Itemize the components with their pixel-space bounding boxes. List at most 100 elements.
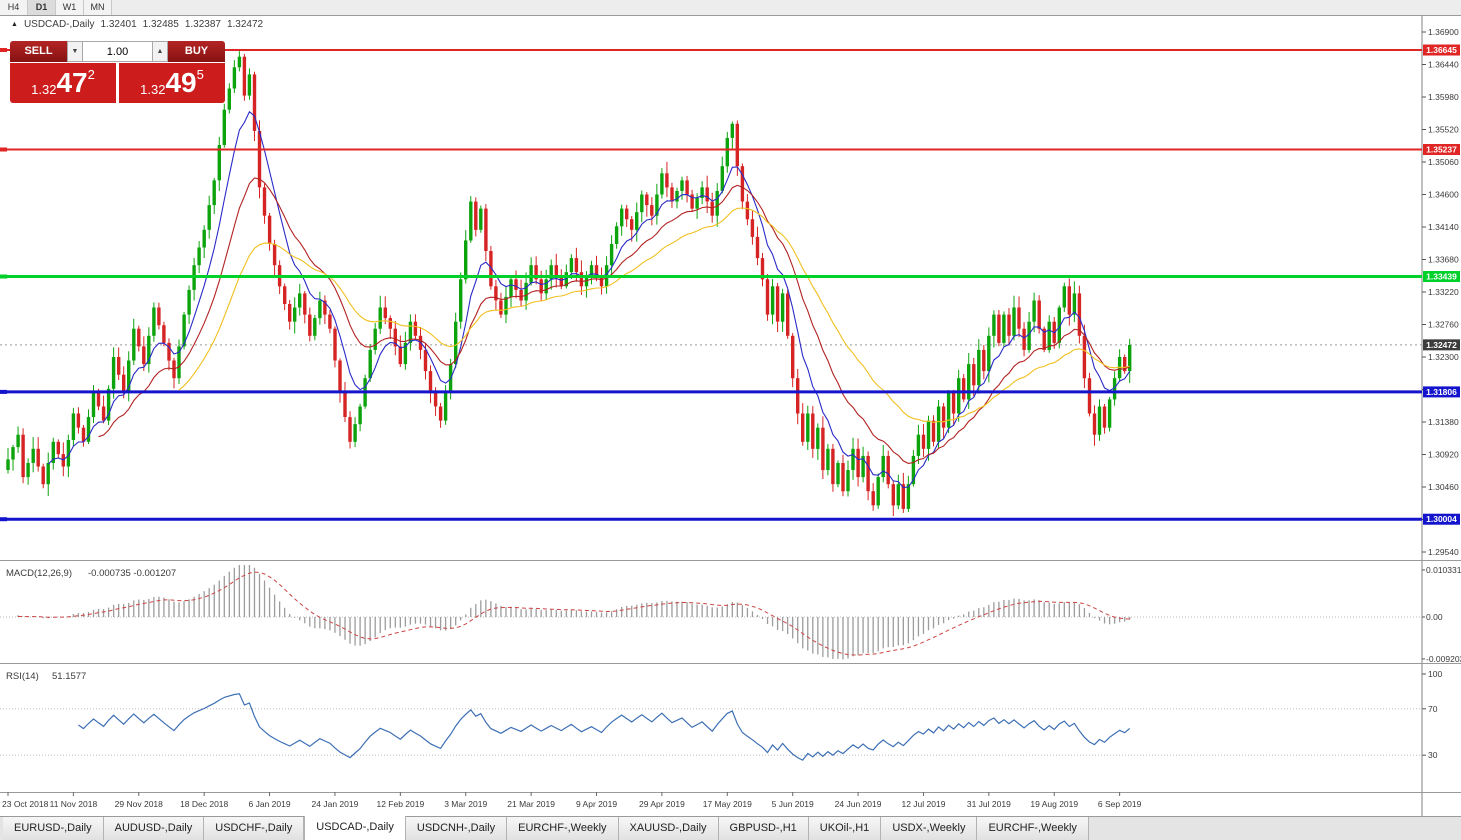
chart-title-bar: ▲ USDCAD-,Daily 1.32401 1.32485 1.32387 … <box>8 19 267 30</box>
candle-body <box>162 325 166 343</box>
candle-body <box>227 88 231 110</box>
candle-body <box>187 289 191 315</box>
chart-tab-ukoil-h1[interactable]: UKOil-,H1 <box>808 817 882 840</box>
candle-body <box>554 265 558 276</box>
candle-body <box>881 455 885 478</box>
date-label: 9 Apr 2019 <box>576 799 617 809</box>
candle-body <box>46 463 50 485</box>
buy-price-display[interactable]: 1.32 49 5 <box>119 63 225 103</box>
candle-body <box>901 484 905 509</box>
timeframe-button-d1[interactable]: D1 <box>28 0 56 15</box>
chart-tab-usdcad-daily[interactable]: USDCAD-,Daily <box>304 816 406 840</box>
candle-body <box>987 335 991 372</box>
candle-body <box>997 314 1001 343</box>
price-level-badge <box>1423 386 1460 398</box>
candle-body <box>348 417 352 442</box>
candle-body <box>71 413 76 440</box>
candle-body <box>614 226 619 244</box>
candle-body <box>212 180 216 206</box>
candle-body <box>650 205 654 216</box>
svg-text:1.35520: 1.35520 <box>1428 125 1459 135</box>
chart-tab-usdx-weekly[interactable]: USDX-,Weekly <box>881 817 978 840</box>
candle-body <box>544 279 548 294</box>
volume-increase-button[interactable]: ▲ <box>152 41 168 62</box>
price-level-badge <box>1423 271 1460 283</box>
candle-body <box>896 484 900 506</box>
svg-text:1.33220: 1.33220 <box>1428 287 1459 297</box>
sell-price-display[interactable]: 1.32 47 2 <box>10 63 116 103</box>
candle-body <box>378 307 382 329</box>
chart-tab-eurusd-daily[interactable]: EURUSD-,Daily <box>3 817 104 840</box>
collapse-chart-icon[interactable]: ▲ <box>11 21 18 28</box>
candle-body <box>393 328 397 347</box>
candle-body <box>806 413 810 442</box>
candle-body <box>1042 328 1046 350</box>
timeframe-button-w1[interactable]: W1 <box>56 0 84 15</box>
candle-body <box>1022 328 1026 350</box>
candle-body <box>801 413 805 442</box>
timeframe-button-h4[interactable]: H4 <box>0 0 28 15</box>
candle-body <box>36 448 40 467</box>
timeframe-button-mn[interactable]: MN <box>84 0 112 15</box>
level-left-marker <box>0 48 7 53</box>
svg-text:1.34600: 1.34600 <box>1428 189 1459 199</box>
candle-body <box>921 434 926 449</box>
candle-body <box>609 244 614 266</box>
candle-body <box>519 289 523 301</box>
candle-body <box>262 187 267 216</box>
candle-body <box>871 491 875 506</box>
candle-body <box>750 219 755 237</box>
buy-button[interactable]: BUY <box>168 41 225 62</box>
candle-body <box>780 293 785 322</box>
candle-body <box>328 314 332 329</box>
candle-body <box>443 392 448 421</box>
candle-body <box>1123 357 1127 372</box>
candle-body <box>665 173 669 188</box>
candle-body <box>1128 345 1132 372</box>
candle-body <box>775 286 780 322</box>
candle-body <box>821 427 825 471</box>
candle-body <box>283 286 287 304</box>
candle-body <box>298 293 302 308</box>
candle-body <box>1007 314 1011 336</box>
macd-signal-line <box>18 571 1130 656</box>
candle-body <box>630 219 634 230</box>
candle-body <box>403 342 408 365</box>
candle-body <box>977 349 981 386</box>
candle-body <box>217 145 221 181</box>
date-label: 17 May 2019 <box>703 799 752 809</box>
candle-body <box>1077 293 1082 336</box>
chart-tab-xauusd-daily[interactable]: XAUUSD-,Daily <box>618 817 719 840</box>
candle-body <box>982 349 986 372</box>
candle-body <box>589 265 594 276</box>
candle-body <box>308 314 312 336</box>
chart-tab-eurchf-weekly[interactable]: EURCHF-,Weekly <box>507 817 619 840</box>
candle-body <box>559 275 563 287</box>
candle-body <box>474 201 478 230</box>
candle-body <box>816 427 820 449</box>
candle-body <box>836 463 840 485</box>
volume-input[interactable] <box>83 41 152 62</box>
chart-tab-usdchf-daily[interactable]: USDCHF-,Daily <box>204 817 305 840</box>
chart-tab-audusd-daily[interactable]: AUDUSD-,Daily <box>103 817 205 840</box>
candle-body <box>972 364 976 386</box>
date-label: 6 Sep 2019 <box>1098 799 1142 809</box>
svg-text:1.32300: 1.32300 <box>1428 352 1459 362</box>
volume-decrease-button[interactable]: ▼ <box>67 41 83 62</box>
sell-button[interactable]: SELL <box>10 41 67 62</box>
svg-text:1.32760: 1.32760 <box>1428 319 1459 329</box>
timeframe-bar: H4 D1 W1 MN <box>0 0 1461 16</box>
candle-body <box>675 191 679 202</box>
candle-body <box>464 240 468 280</box>
svg-text:1.35237: 1.35237 <box>1426 144 1457 154</box>
candle-body <box>1027 321 1031 350</box>
chart-tab-eurchf-weekly[interactable]: EURCHF-,Weekly <box>977 817 1089 840</box>
chart-tab-gbpusd-h1[interactable]: GBPUSD-,H1 <box>718 817 809 840</box>
current-price-badge <box>1423 339 1460 351</box>
buy-price-pips: 49 <box>165 67 197 98</box>
candle-body <box>655 194 659 216</box>
candle-body <box>660 173 664 195</box>
candle-body <box>132 328 136 361</box>
chart-tab-usdcnh-daily[interactable]: USDCNH-,Daily <box>405 817 508 840</box>
